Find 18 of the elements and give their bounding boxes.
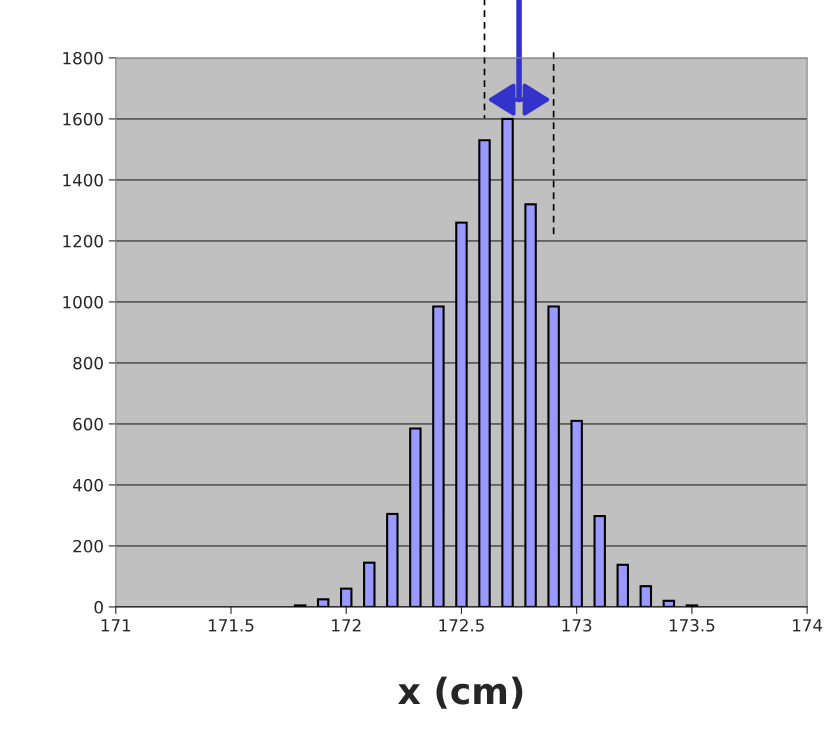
x-axis-title: x (cm) <box>398 676 522 709</box>
y-tick-label: 0 <box>94 600 103 614</box>
y-tick-label: 1400 <box>63 174 103 186</box>
x-tick-label: 173 <box>562 619 592 632</box>
y-tick-label: 1600 <box>63 112 103 126</box>
y-tick-label: 1200 <box>63 234 103 248</box>
x-tick-label: 172.5 <box>439 619 484 632</box>
y-tick-label: 1800 <box>63 52 103 64</box>
x-tick-label: 174 <box>793 619 822 632</box>
x-tick-label: 171 <box>102 619 130 632</box>
y-tick-label: 600 <box>73 418 103 430</box>
y-tick-label: 400 <box>72 478 103 492</box>
y-tick-label: 200 <box>73 540 103 552</box>
x-tick-label: 172 <box>332 619 360 632</box>
x-tick-label: 171.5 <box>208 619 254 632</box>
x-tick-label: 173.5 <box>670 619 714 632</box>
y-tick-label: 1000 <box>63 296 103 308</box>
y-tick-label: 800 <box>73 356 103 370</box>
